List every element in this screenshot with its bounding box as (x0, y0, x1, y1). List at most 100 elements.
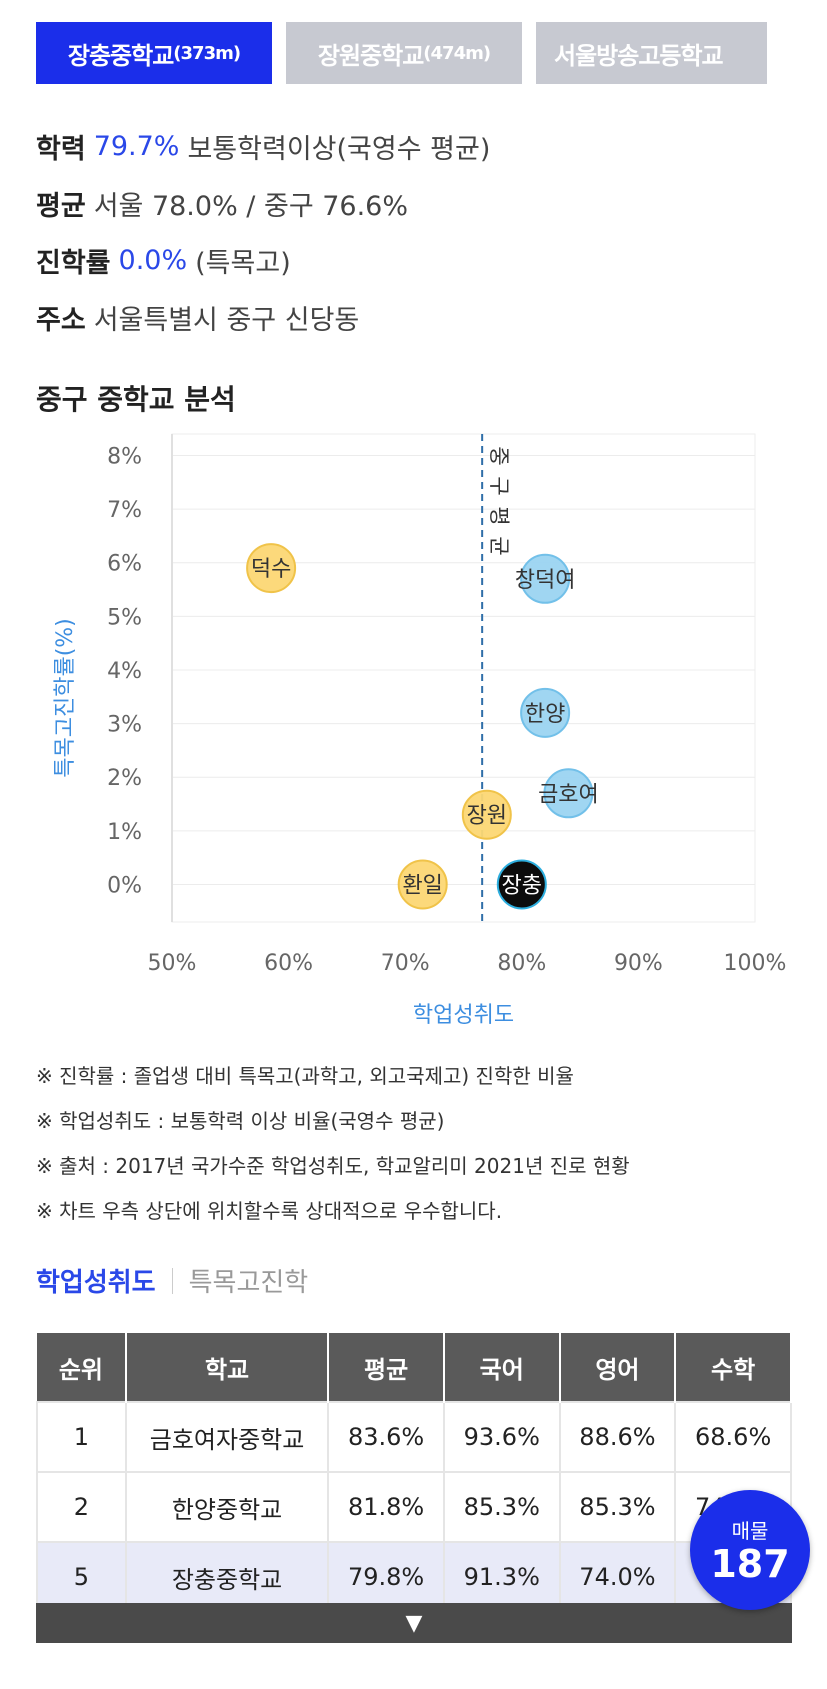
school-tab-distance: (474m) (423, 42, 491, 64)
col-math: 수학 (675, 1333, 792, 1402)
cell-english: 85.3% (558, 1471, 677, 1543)
data-point-label: 장충 (502, 873, 542, 898)
subtab-divider (171, 1267, 173, 1294)
data-point (246, 543, 297, 594)
data-point (520, 687, 571, 738)
school-tab-seoul-broadcasting[interactable]: 서울방송고등학교 (536, 22, 767, 84)
school-tab-jangchung[interactable]: 장충중학교 (373m) (36, 22, 272, 84)
cell-korean: 85.3% (442, 1471, 561, 1543)
school-tab-distance: (373m) (173, 42, 241, 64)
fab-count: 187 (710, 1541, 790, 1586)
x-tick-label: 100% (724, 951, 787, 976)
data-point-label: 덕수 (251, 557, 291, 582)
col-average: 평균 (328, 1333, 445, 1402)
data-point-label: 금호여 (538, 782, 599, 807)
table-row-current-school[interactable]: 5 장충중학교 79.8% 91.3% 74.0% (36, 1541, 792, 1613)
note-line: ※ 차트 우측 상단에 위치할수록 상대적으로 우수합니다. (36, 1199, 503, 1223)
school-tab-name: 장충중학교 (67, 41, 174, 70)
cell-english: 88.6% (558, 1401, 677, 1473)
subtab-special-school[interactable]: 특목고진학 (188, 1268, 309, 1298)
advance-desc: (특목고) (195, 248, 291, 279)
cell-rank: 5 (36, 1541, 127, 1613)
y-tick-label: 0% (107, 873, 142, 898)
data-point (520, 553, 571, 604)
data-point-label: 한양 (525, 702, 565, 727)
col-school: 학교 (125, 1333, 330, 1402)
ranking-subtabs: 학업성취도 특목고진학 (36, 1262, 308, 1299)
scatter-chart: 0% 1% 2% 3% 4% 5% 6% 7% 8% 50% 60% 70% 80% 90% 100% 중구평… (53, 433, 787, 1028)
table-row[interactable]: 2 한양중학교 81.8% 85.3% 85.3% 74.9% (36, 1471, 792, 1543)
achievement-row: 학력 79.7% 보통학력이상(국영수 평균) (36, 118, 490, 175)
col-rank: 순위 (37, 1333, 127, 1402)
note-line: ※ 학업성취도 : 보통학력 이상 비율(국영수 평균) (36, 1109, 445, 1133)
fab-label: 매물 (731, 1518, 769, 1543)
school-tabs: 장충중학교 (373m) 장원중학교 (474m) 서울방송고등학교 (36, 22, 767, 84)
data-point (543, 768, 594, 819)
average-line-label: 중 (487, 446, 511, 465)
address-row: 주소 서울특별시 중구 신당동 (36, 289, 490, 346)
plot-area (171, 433, 756, 923)
average-line-label: 구 (487, 476, 511, 495)
y-tick-label: 7% (107, 498, 142, 523)
average-desc: 서울 78.0% / 중구 76.6% (93, 191, 409, 222)
cell-rank: 1 (36, 1401, 127, 1473)
y-axis-title: 특목고진학률(%) (53, 618, 78, 778)
address-label: 주소 (36, 305, 86, 336)
data-point-label: 환일 (402, 873, 442, 898)
data-point-label: 창덕여 (515, 568, 576, 593)
advance-row: 진학률 0.0% (특목고) (36, 232, 490, 289)
y-tick-label: 8% (107, 444, 142, 469)
ranking-table: 순위 학교 평균 국어 영어 수학 1 금호여자중학교 83.6% 93.6% … (36, 1333, 792, 1613)
average-label: 평균 (36, 191, 86, 222)
x-axis-title: 학업성취도 (413, 1003, 514, 1028)
advance-value: 0.0% (118, 245, 188, 276)
y-tick-label: 6% (107, 552, 142, 577)
chevron-down-icon: ▼ (405, 1610, 423, 1636)
average-line-label: 균 (487, 536, 511, 555)
x-tick-label: 80% (497, 951, 546, 976)
cell-korean: 91.3% (442, 1541, 561, 1613)
average-row: 평균 서울 78.0% / 중구 76.6% (36, 175, 490, 232)
y-tick-label: 5% (107, 605, 142, 630)
x-tick-label: 70% (381, 951, 430, 976)
cell-korean: 93.6% (442, 1401, 561, 1473)
listings-fab-button[interactable]: 매물 187 (690, 1490, 810, 1610)
cell-math: 68.6% (674, 1401, 792, 1473)
cell-average: 81.8% (327, 1471, 445, 1543)
col-korean: 국어 (443, 1333, 561, 1402)
address-value: 서울특별시 중구 신당동 (93, 305, 360, 336)
y-tick-label: 2% (107, 766, 142, 791)
y-tick-label: 1% (107, 820, 142, 845)
advance-label: 진학률 (36, 248, 111, 279)
data-point-label: 장원 (467, 804, 507, 829)
achievement-value: 79.7% (93, 131, 180, 162)
cell-english: 74.0% (558, 1541, 677, 1613)
expand-table-button[interactable]: ▼ (36, 1603, 792, 1643)
cell-school: 장충중학교 (124, 1541, 330, 1613)
school-tab-name: 장원중학교 (317, 41, 424, 70)
table-header-row: 순위 학교 평균 국어 영어 수학 (37, 1333, 792, 1402)
data-point (397, 859, 448, 910)
x-tick-label: 50% (148, 951, 197, 976)
cell-average: 83.6% (327, 1401, 445, 1473)
cell-school: 한양중학교 (124, 1471, 330, 1543)
y-tick-label: 4% (107, 659, 142, 684)
note-line: ※ 진학률 : 졸업생 대비 특목고(과학고, 외고국제고) 진학한 비율 (36, 1064, 574, 1088)
x-tick-label: 60% (264, 951, 313, 976)
cell-average: 79.8% (327, 1541, 445, 1613)
y-tick-label: 3% (107, 713, 142, 738)
data-point (496, 859, 547, 910)
average-line-label: 평 (487, 506, 511, 525)
col-english: 영어 (559, 1333, 677, 1402)
table-row[interactable]: 1 금호여자중학교 83.6% 93.6% 88.6% 68.6% (36, 1401, 792, 1473)
note-line: ※ 출처 : 2017년 국가수준 학업성취도, 학교알리미 2021년 진로 … (36, 1154, 630, 1178)
school-info: 학력 79.7% 보통학력이상(국영수 평균) 평균 서울 78.0% / 중구… (36, 118, 490, 346)
data-point (461, 789, 512, 840)
subtab-achievement[interactable]: 학업성취도 (36, 1268, 156, 1298)
achievement-desc: 보통학력이상(국영수 평균) (187, 134, 491, 165)
chart-notes: ※ 진학률 : 졸업생 대비 특목고(과학고, 외고국제고) 진학한 비율 ※ … (36, 1052, 630, 1232)
achievement-label: 학력 (36, 134, 86, 165)
cell-school: 금호여자중학교 (124, 1401, 330, 1473)
school-tab-jangwon[interactable]: 장원중학교 (474m) (286, 22, 522, 84)
section-title: 중구 중학교 분석 (36, 383, 236, 416)
